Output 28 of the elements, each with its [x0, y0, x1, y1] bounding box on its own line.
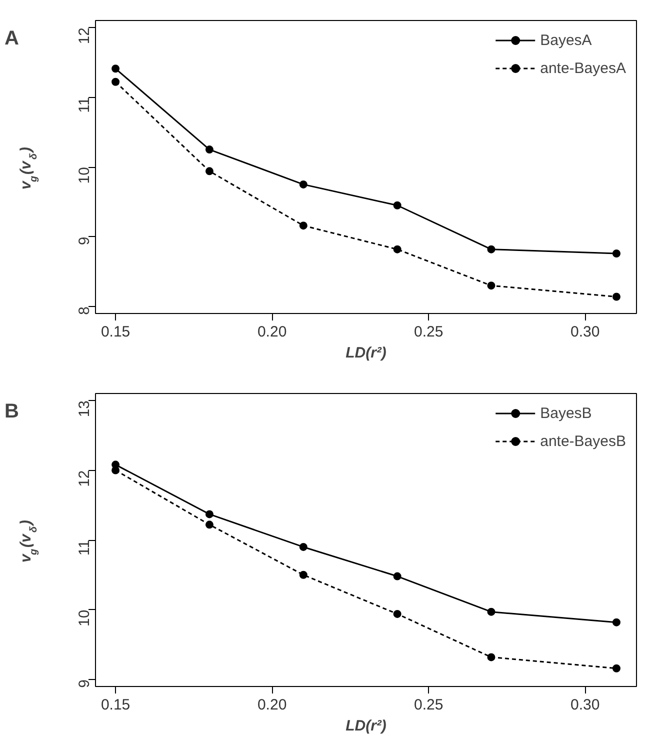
y-tick-label: 10 [76, 166, 93, 184]
legend-label: BayesB [540, 404, 592, 422]
chart-title: A [4, 28, 19, 50]
y-tick-label: 10 [76, 610, 93, 626]
chart-title: B [4, 400, 19, 422]
y-tick-label: 9 [76, 236, 93, 246]
y-tick-label: 8 [76, 306, 93, 315]
x-tick-label: 0.30 [570, 324, 600, 340]
y-tick-label: 9 [76, 680, 93, 688]
x-tick-label: 0.25 [414, 696, 444, 714]
x-tick-label: 0.25 [414, 324, 444, 340]
x-tick-label: 0.30 [570, 696, 600, 714]
y-tick-label: 12 [76, 470, 93, 487]
y-tick-label: 13 [76, 400, 93, 418]
x-tick-label: 0.15 [100, 696, 130, 714]
y-tick-label: 11 [76, 97, 93, 113]
legend-label: BayesA [540, 32, 592, 48]
x-axis-title: LD(r²) [346, 718, 386, 734]
x-tick-label: 0.20 [257, 696, 287, 714]
x-axis-title: LD(r²) [346, 344, 386, 362]
y-tick-label: 11 [76, 540, 93, 556]
y-axis-title: vg(vδ) [18, 147, 40, 190]
y-tick-label: 12 [76, 27, 93, 44]
x-tick-label: 0.15 [100, 324, 130, 340]
x-tick-label: 0.20 [257, 324, 287, 340]
legend-label: ante-BayesB [540, 432, 626, 450]
legend-label: ante-BayesA [540, 60, 626, 76]
y-axis-title: vg(vδ) [18, 520, 40, 562]
